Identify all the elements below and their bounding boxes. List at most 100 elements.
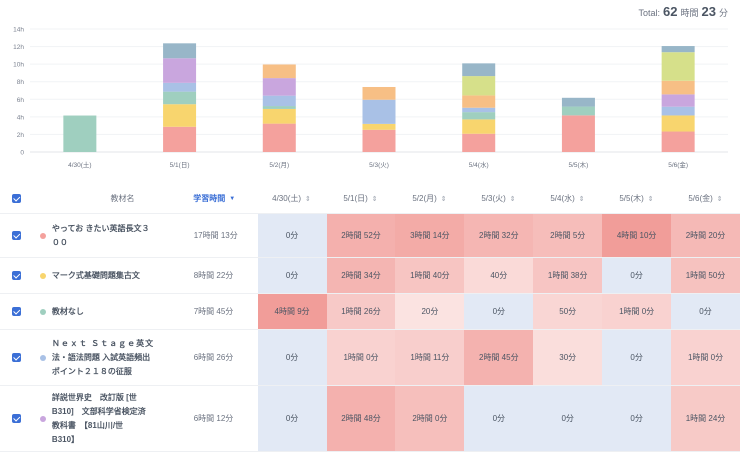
header-day[interactable]: 5/4(水) ⇕ [533, 193, 602, 204]
bar-segment [163, 91, 197, 105]
row-checkbox[interactable] [12, 271, 22, 280]
daily-time-cell: 0分 [602, 386, 672, 451]
daily-time-cell: 0分 [464, 294, 534, 329]
bar-segment [362, 123, 396, 130]
header-day[interactable]: 4/30(土) ⇕ [257, 193, 326, 204]
bar-segment [661, 106, 695, 116]
bar-segment [163, 82, 197, 92]
x-tick-label: 5/6(金) [668, 160, 688, 169]
header-day-label[interactable]: 5/3(火) [481, 194, 506, 203]
sort-icon[interactable]: ⇕ [578, 195, 585, 203]
bar-segment [362, 99, 396, 124]
y-tick-label: 14h [13, 27, 24, 34]
daily-time-cell: 0分 [533, 386, 603, 451]
bar-segment [661, 80, 695, 95]
sort-icon[interactable]: ⇕ [371, 195, 378, 203]
daily-time-cell: 1時間 38分 [533, 258, 603, 293]
series-color-dot [39, 308, 46, 315]
header-day-label[interactable]: 5/4(水) [550, 194, 575, 203]
header-day[interactable]: 5/3(火) ⇕ [464, 193, 533, 204]
bar-segment [163, 58, 197, 83]
x-tick-label: 4/30(土) [68, 160, 91, 169]
study-time-table: 教材名 学習時間 ▼ 4/30(土) ⇕ 5/1(日) ⇕ 5/2(月) ⇕ 5/3(火) ⇕… [0, 184, 740, 452]
material-name-line: B310] 文部科学省検定済 [51, 406, 146, 416]
bar-segment [661, 52, 695, 81]
bar-segment [561, 115, 595, 152]
header-day-label[interactable]: 5/6(金) [688, 194, 713, 203]
bar-segment [661, 46, 695, 53]
row-checkbox-cell[interactable] [0, 214, 34, 257]
header-study-time[interactable]: 学習時間 ▼ [193, 193, 257, 204]
select-all-checkbox[interactable] [12, 194, 22, 203]
row-checkbox-cell[interactable] [0, 330, 34, 385]
header-day[interactable]: 5/5(木) ⇕ [602, 193, 671, 204]
header-day[interactable]: 5/2(月) ⇕ [395, 193, 464, 204]
series-color-dot [39, 415, 46, 422]
header-study-time-label[interactable]: 学習時間 [193, 194, 226, 203]
daily-time-cell: 2時間 0分 [395, 386, 465, 451]
daily-time-cell: 0分 [257, 214, 327, 257]
daily-time-cell: 2時間 52分 [326, 214, 396, 257]
material-name-line: 教科書 【81山川/世 [51, 420, 124, 430]
sort-icon[interactable]: ⇕ [440, 195, 447, 203]
y-tick-label: 4h [17, 114, 25, 121]
bar-segment [163, 104, 197, 127]
total-label: Total: [638, 8, 661, 18]
total-hours: 62 [663, 4, 678, 19]
x-tick-label: 5/4(水) [469, 160, 489, 169]
header-day-label[interactable]: 5/5(木) [619, 194, 644, 203]
sort-icon[interactable]: ⇕ [509, 195, 516, 203]
total-minutes-unit: 分 [718, 8, 728, 18]
bar-segment [163, 43, 197, 59]
bar-segment [262, 95, 296, 107]
sort-desc-icon[interactable]: ▼ [229, 195, 236, 202]
sort-icon[interactable]: ⇕ [716, 195, 723, 203]
row-checkbox-cell[interactable] [0, 294, 34, 329]
daily-time-cell: 1時間 26分 [326, 294, 396, 329]
header-day-label[interactable]: 4/30(土) [272, 194, 302, 203]
bar-segment [561, 106, 595, 116]
row-checkbox[interactable] [12, 414, 22, 423]
y-tick-label: 6h [17, 97, 25, 104]
row-checkbox[interactable] [12, 307, 22, 316]
bar-segment [163, 126, 197, 152]
header-day-label[interactable]: 5/1(日) [343, 194, 368, 203]
bar-segment [362, 86, 396, 100]
row-checkbox[interactable] [12, 231, 22, 240]
series-color-dot [39, 272, 46, 279]
material-total-time: 6時間 26分 [193, 353, 234, 362]
daily-time-cell: 1時間 0分 [326, 330, 396, 385]
material-name: Ｎｅｘｔ Ｓｔａｇｅ英文 法・語法問題 入試英語頻出 ポイント２１８の征服 [52, 330, 194, 385]
table-body: やってお きたい英語長文３ ００ 17時間 13分 0分 2時間 52分 3時間 14分 2… [0, 214, 740, 452]
header-select-all-cell[interactable] [0, 194, 34, 203]
total-hours-unit: 時間 [680, 8, 699, 18]
material-name-line: 詳説世界史 改訂版 [世 [51, 392, 137, 402]
row-checkbox-cell[interactable] [0, 386, 34, 451]
material-name-line: Ｎｅｘｔ Ｓｔａｇｅ英文 [51, 338, 155, 348]
header-day[interactable]: 5/6(金) ⇕ [671, 193, 740, 204]
header-day-label[interactable]: 5/2(月) [412, 194, 437, 203]
daily-time-cell: 50分 [533, 294, 603, 329]
x-tick-label: 5/5(木) [568, 160, 588, 169]
row-checkbox[interactable] [12, 353, 22, 362]
daily-time-cell: 1時間 40分 [395, 258, 465, 293]
bar-segment [462, 76, 496, 96]
bar-segment [262, 108, 296, 124]
header-day[interactable]: 5/1(日) ⇕ [326, 193, 395, 204]
series-color-dot [39, 232, 46, 239]
row-checkbox-cell[interactable] [0, 258, 34, 293]
table-row: マーク式基礎問題集古文 8時間 22分 0分 2時間 34分 1時間 40分 40分 1時間… [0, 258, 740, 294]
sort-icon[interactable]: ⇕ [305, 195, 311, 203]
daily-time-cell: 1時間 24分 [671, 386, 740, 451]
series-color-dot [39, 354, 46, 361]
material-name-line: やってお きたい英語長文３ [51, 223, 150, 233]
bar-segment [462, 133, 496, 152]
material-name-line: 法・語法問題 入試英語頻出 [51, 352, 151, 362]
daily-time-cell: 0分 [671, 294, 740, 329]
table-row: 教材なし 7時間 45分 4時間 9分 1時間 26分 20分 0分 50分 1時間 0分 0分 [0, 294, 740, 330]
material-total-time: 8時間 22分 [193, 271, 234, 280]
daily-time-cell: 0分 [257, 386, 327, 451]
x-tick-label: 5/1(日) [170, 161, 190, 169]
sort-icon[interactable]: ⇕ [647, 195, 654, 203]
bar-segment [661, 115, 695, 132]
